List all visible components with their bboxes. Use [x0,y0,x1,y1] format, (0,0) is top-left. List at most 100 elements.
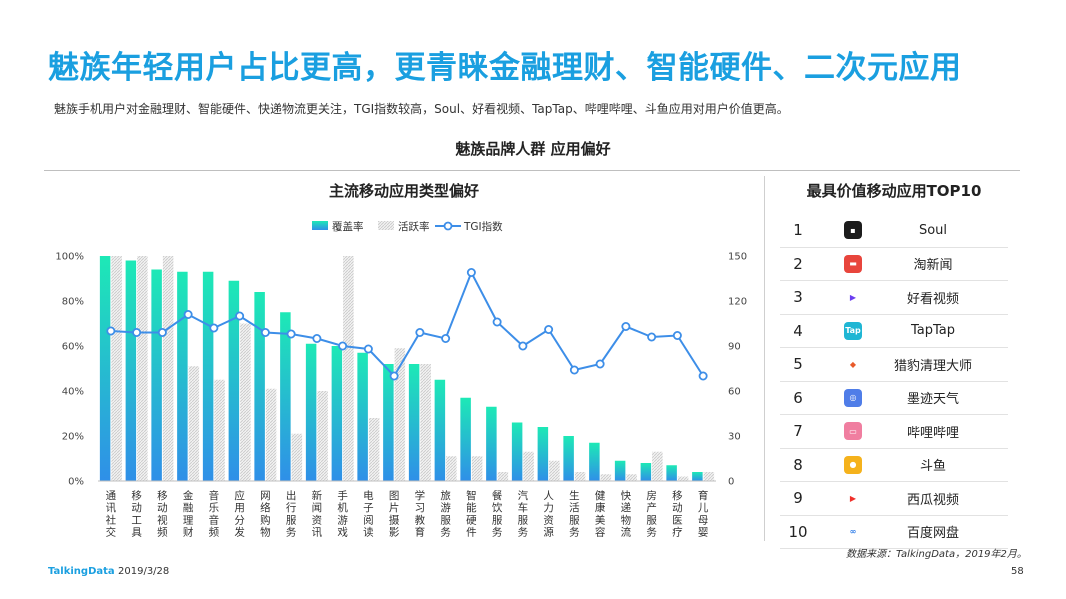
top10-rank: 8 [793,455,803,474]
tgi-point [544,324,554,334]
coverage-bar [383,364,394,481]
top10-row: 4 Tap TapTap [780,315,1008,348]
top10-row: 3 ▶ 好看视频 [780,281,1008,315]
tgi-point [209,323,219,333]
coverage-bar [614,460,626,481]
category-label: 金融理财 [183,489,194,539]
moji-icon: ◎ [844,388,862,407]
page-subtitle: 魅族手机用户对金融理财、智能硬件、快递物流更关注，TGI指数较高，Soul、好看… [54,102,789,116]
top10-row: 8 ● 斗鱼 [780,449,1008,482]
top10-rank: 10 [788,522,808,541]
active-rate-bar [652,451,663,481]
tgi-point [312,333,322,343]
legend-coverage-swatch [312,221,328,230]
top10-rank: 7 [793,422,803,441]
coverage-bar [537,427,549,481]
category-label: 网络购物 [260,490,271,539]
chart-title: 主流移动应用类型偏好 [328,182,479,200]
active-rate-bar [549,460,560,481]
active-rate-bar [600,474,612,481]
category-label: 移动工具 [131,489,142,539]
tgi-point [672,330,682,340]
coverage-bar [460,397,471,481]
tgi-point [415,327,425,337]
coverage-bar [254,292,265,481]
tgi-point [595,359,605,369]
tgi-point [235,311,245,321]
right-axis-tick: 0 [728,477,734,488]
category-label: 育儿母婴 [698,489,709,539]
active-rate-bar [523,451,534,481]
top10-app-name: 西瓜视频 [906,492,959,508]
active-rate-bar [394,348,406,481]
category-label: 移动医疗 [672,489,683,539]
tgi-point [466,267,476,277]
category-label: 生活服务 [569,489,580,539]
top10-rank: 4 [793,321,803,340]
tgi-point [363,344,373,354]
tgi-point [492,317,502,327]
active-rate-bar [368,418,380,481]
category-label: 电子阅读 [363,489,374,539]
left-axis-tick: 80% [62,297,84,308]
active-rate-bar [677,476,689,481]
category-label: 手机游戏 [337,489,348,539]
active-rate-bar [265,388,277,481]
category-label: 音乐音频 [209,489,220,539]
category-label: 图片摄影 [389,490,400,539]
active-rate-bar [343,256,354,481]
top10-app-name: 斗鱼 [919,459,946,475]
top10-row: 5 ◆ 猎豹清理大师 [780,348,1008,382]
left-axis-tick: 20% [62,432,84,443]
footer-date: 2019/3/28 [118,566,170,577]
legend-active-swatch [378,221,394,230]
tgi-point [183,309,193,319]
coverage-bar [177,271,188,481]
chart-legend: 覆盖率 活跃率 TGI指数 [312,220,503,233]
top10-title: 最具价值移动应用TOP10 [806,182,982,200]
active-rate-bar [703,472,715,481]
category-label: 汽车服务 [518,489,529,539]
top10-app-name: 哔哩哔哩 [906,425,959,441]
soul-icon: ▪ [844,221,862,240]
active-rate-bar [162,256,174,481]
coverage-bar [331,346,343,481]
taoxinwen-icon: ▬ [844,254,862,273]
page-number: 58 [1011,566,1024,577]
coverage-bar [486,406,497,481]
active-rate-bar [240,323,251,481]
category-label: 智能硬件 [466,489,477,539]
tgi-point [569,365,579,375]
category-label: 旅游服务 [440,489,451,539]
top10-rank: 2 [793,254,803,273]
active-rate-bar [137,256,148,481]
active-rate-bar [574,472,586,481]
coverage-bar [640,463,652,481]
active-rate-bar [471,456,483,481]
data-source-note: 数据来源：TalkingData，2019年2月。 [846,549,1027,560]
legend-coverage-label: 覆盖率 [332,220,364,233]
top10-rank: 3 [793,288,803,307]
right-axis-tick: 60 [728,387,741,398]
category-label: 新闻资讯 [312,489,323,539]
category-label: 移动视频 [157,489,168,539]
coverage-bar [202,271,214,481]
coverage-bar [666,465,677,481]
coverage-bar [434,379,446,481]
top10-row: 6 ◎ 墨迹天气 [780,382,1008,415]
top10-app-name: 好看视频 [906,291,959,307]
left-axis-tick: 0% [68,477,84,488]
category-label: 健康美容 [595,490,606,539]
coverage-bar [151,269,162,481]
douyu-icon: ● [844,455,862,474]
tgi-point [389,371,399,381]
tgi-point [647,332,657,342]
left-axis-tick: 60% [62,342,84,353]
coverage-bar [228,280,240,481]
legend-tgi-label: TGI指数 [463,220,503,233]
top10-app-name: 百度网盘 [906,526,959,542]
coverage-bar [280,312,291,481]
active-rate-bar [317,391,328,481]
header-divider [44,170,1020,171]
category-label: 人力资源 [543,490,554,539]
